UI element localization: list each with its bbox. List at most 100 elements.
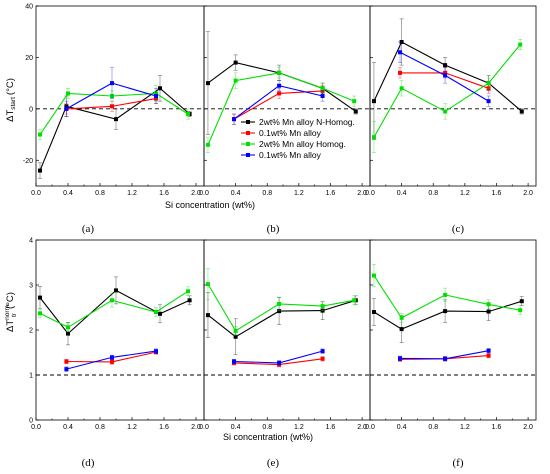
- panel-label-f: (f): [453, 457, 464, 469]
- panel-f-frame: [369, 239, 537, 421]
- data-point: [277, 301, 282, 306]
- bottom-x-axis-label: Si concentration (wt%): [223, 432, 313, 442]
- x-tick-label: 0.0: [199, 190, 209, 197]
- x-tick-label: 1.2: [127, 190, 137, 197]
- series-2: [371, 263, 523, 323]
- data-point: [233, 78, 238, 83]
- y-tick-label: 40: [25, 4, 33, 11]
- x-tick-label: 1.6: [492, 190, 502, 197]
- x-tick-label: 1.2: [460, 424, 470, 431]
- data-point: [371, 273, 376, 278]
- data-point: [486, 302, 491, 307]
- legend-marker: [246, 142, 250, 146]
- x-tick-label: 0.8: [428, 424, 438, 431]
- panel-d-frame: [35, 239, 205, 421]
- data-point: [371, 310, 376, 314]
- data-point: [154, 310, 158, 314]
- data-point: [233, 334, 238, 339]
- series-3: [232, 80, 325, 125]
- data-point: [443, 73, 448, 78]
- x-tick-label: 0.0: [365, 190, 375, 197]
- series-2: [38, 286, 190, 333]
- data-point: [519, 299, 524, 304]
- panel-f: 0.0 0.4 0.8 1.2 1.6 2.0: [365, 239, 537, 431]
- x-tick-label: 0.8: [428, 190, 438, 197]
- data-point: [518, 42, 523, 47]
- data-point: [398, 356, 403, 361]
- data-point: [38, 295, 42, 300]
- data-point: [66, 331, 70, 336]
- x-tick-label: 1.6: [159, 424, 169, 431]
- data-point: [233, 60, 238, 65]
- series-0: [38, 75, 192, 179]
- data-point: [398, 70, 403, 75]
- x-tick-label: 0.4: [63, 424, 73, 431]
- data-point: [277, 83, 282, 88]
- y-tick-label: 2: [29, 328, 33, 335]
- data-point: [443, 109, 448, 114]
- data-point: [320, 349, 325, 354]
- data-point: [320, 86, 325, 91]
- panel-c-frame: [369, 5, 537, 187]
- data-point: [187, 298, 192, 303]
- series-3: [398, 348, 491, 362]
- x-tick-label: 1.2: [294, 424, 304, 431]
- x-tick-label: 0.8: [262, 424, 272, 431]
- x-tick-label: 1.2: [294, 190, 304, 197]
- data-point: [233, 328, 238, 333]
- data-point: [486, 81, 491, 86]
- data-point: [110, 104, 114, 109]
- legend-label: 2wt% Mn alloy N-Homog.: [259, 117, 355, 127]
- data-point: [353, 109, 358, 114]
- series-3: [398, 41, 491, 107]
- data-point: [38, 132, 42, 137]
- data-point: [486, 348, 491, 353]
- data-point: [320, 356, 325, 361]
- data-point: [154, 94, 158, 98]
- series-0: [371, 18, 524, 141]
- data-point: [443, 356, 448, 361]
- data-point: [486, 353, 491, 358]
- x-tick-label: 0.4: [231, 424, 241, 431]
- panel-c: 0.0 0.4 0.8 1.2 1.6 2.0: [365, 5, 537, 197]
- series-0: [371, 296, 524, 343]
- x-tick-label: 0.0: [31, 190, 41, 197]
- data-point: [205, 142, 210, 147]
- data-point: [186, 289, 190, 294]
- data-point: [110, 355, 114, 360]
- x-tick-label: 2.0: [523, 190, 533, 197]
- series-2: [205, 268, 357, 336]
- data-point: [320, 94, 325, 98]
- data-point: [486, 309, 491, 314]
- series-2: [371, 39, 523, 153]
- series-line: [207, 299, 356, 338]
- data-point: [110, 359, 114, 364]
- data-point: [519, 109, 524, 114]
- x-tick-label: 2.0: [523, 424, 533, 431]
- top-y-axis-label-sub: start: [10, 97, 17, 110]
- data-point: [205, 282, 210, 287]
- top-x-axis-label: Si concentration (wt%): [165, 200, 255, 210]
- data-point: [371, 135, 376, 140]
- data-point: [114, 117, 118, 122]
- series-line: [39, 92, 189, 135]
- series-line: [207, 62, 357, 112]
- series-line: [39, 290, 189, 328]
- data-point: [399, 327, 404, 332]
- data-point: [443, 292, 448, 297]
- y-tick-label: 0: [29, 106, 33, 113]
- data-point: [114, 288, 118, 293]
- x-tick-label: 2.0: [357, 424, 367, 431]
- data-point: [277, 91, 282, 96]
- y-tick-label: -20: [23, 158, 33, 165]
- series-0: [205, 292, 358, 356]
- legend-marker: [246, 120, 250, 124]
- data-point: [443, 309, 448, 314]
- data-point: [205, 313, 210, 318]
- panel-e: 0.0 0.4 0.8 1.2 1.6 2.0: [199, 239, 371, 431]
- top-y-axis-label-unit: (°C): [5, 78, 16, 95]
- legend-entry-2: 2wt% Mn alloy Homog.: [241, 139, 346, 149]
- data-point: [443, 63, 448, 68]
- data-point: [110, 298, 114, 303]
- panel-a: 0.0 0.4 0.8 1.2 1.6 2.0 -20 0 20 40: [23, 4, 205, 197]
